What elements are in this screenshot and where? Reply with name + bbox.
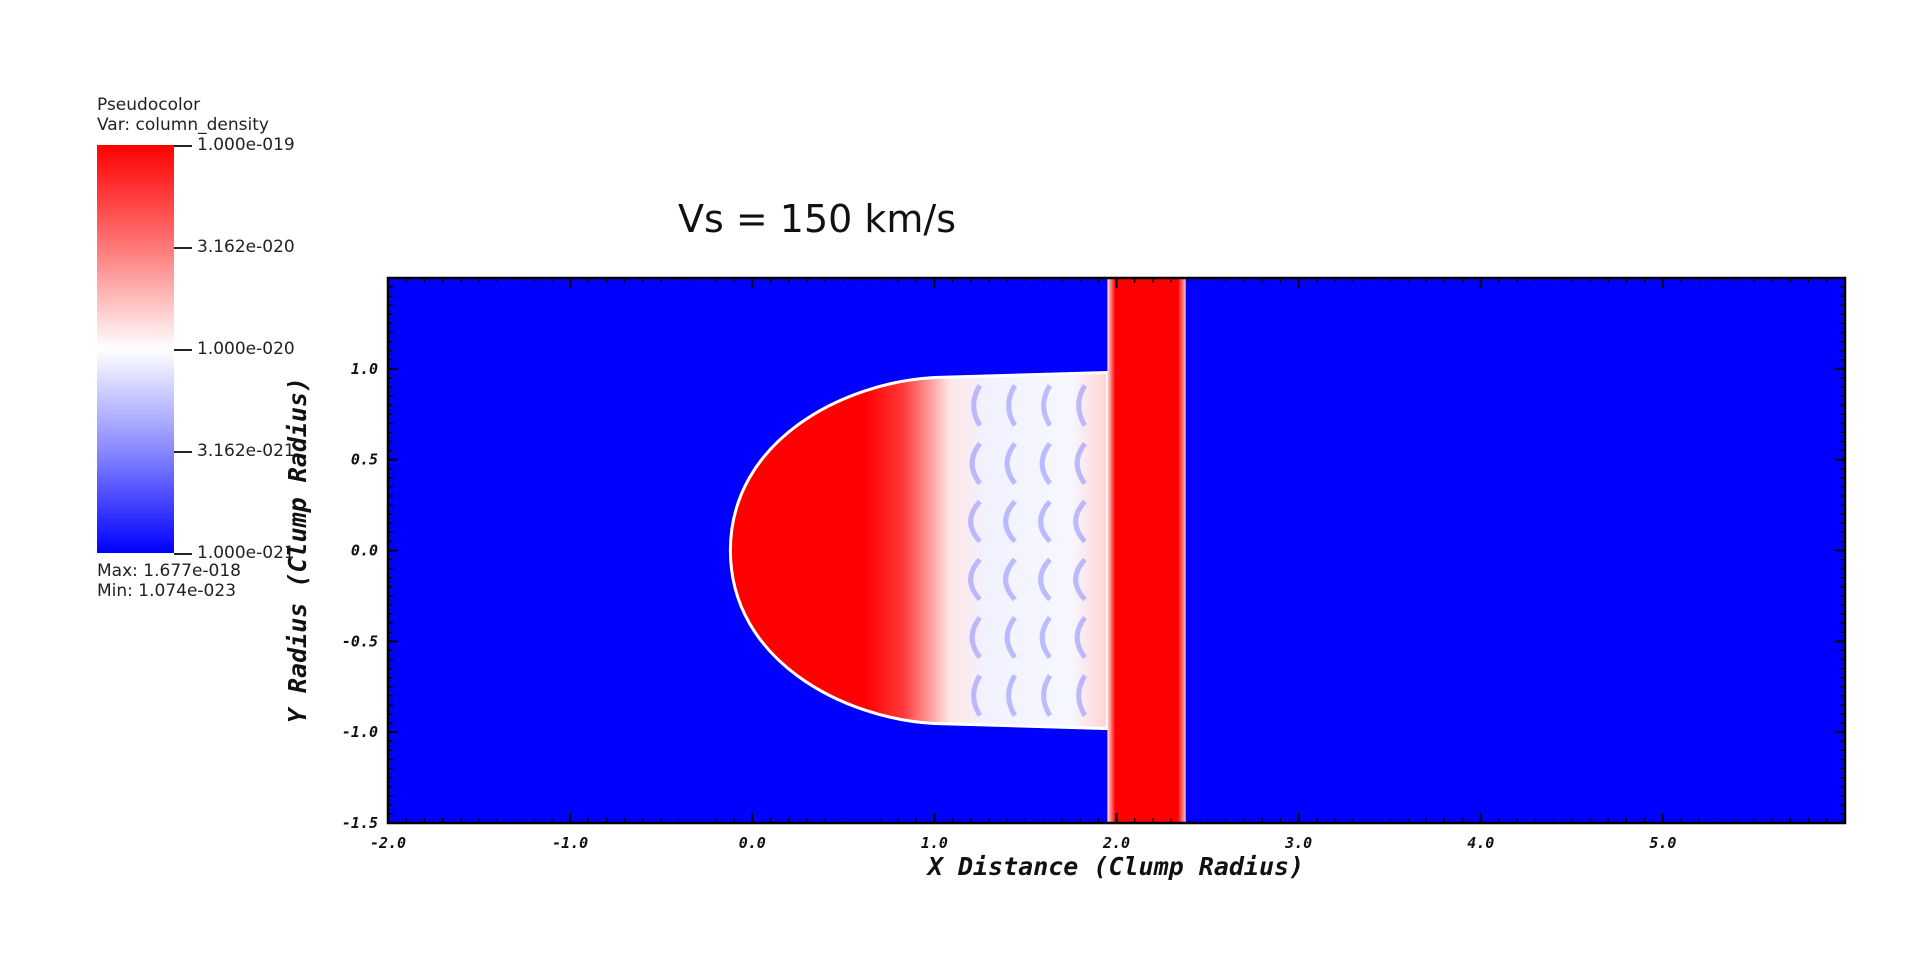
clump-wave [1039, 441, 1052, 486]
colorbar-tick [174, 553, 192, 555]
clump-wave [1076, 384, 1088, 427]
clump-wave [1038, 557, 1052, 602]
y-tick-label: 0.0 [351, 542, 378, 560]
x-tick-label: 4.0 [1467, 834, 1494, 852]
colorbar [97, 145, 174, 553]
clump-wave [1003, 499, 1017, 544]
clump-wave [971, 674, 983, 717]
x-tick-label: 1.0 [921, 834, 948, 852]
clump-wave [1004, 441, 1017, 486]
legend-max: Max: 1.677e-018 [97, 561, 241, 581]
colorbar-label: 1.000e-020 [197, 339, 295, 359]
x-tick-label: 2.0 [1102, 834, 1130, 852]
colorbar-label: 1.000e-021 [197, 543, 295, 563]
clump-wave [1073, 499, 1087, 544]
colorbar-tick [174, 349, 192, 351]
x-tick-label: -2.0 [370, 834, 406, 852]
clump-wave [1004, 615, 1017, 660]
clump-wave [1038, 499, 1052, 544]
clump-wave [1073, 557, 1087, 602]
x-axis-title: X Distance (Clump Radius) [926, 852, 1304, 881]
clump-wave [1041, 674, 1053, 717]
colorbar-label: 1.000e-019 [197, 135, 295, 155]
clump-wave [1006, 674, 1018, 717]
clump-wave [1041, 384, 1053, 427]
y-tick-label: -0.5 [342, 632, 378, 650]
clump-region [728, 370, 1109, 731]
colorbar-label: 3.162e-020 [197, 237, 295, 257]
x-tick-label: 3.0 [1284, 834, 1312, 852]
colorbar-tick [174, 247, 192, 249]
x-tick-label: 5.0 [1649, 834, 1676, 852]
y-tick-label: 0.5 [351, 451, 378, 469]
clump-wave [969, 441, 982, 486]
clump-wave [968, 557, 982, 602]
colorbar-label: 3.162e-021 [197, 441, 295, 461]
clump-wave [1076, 674, 1088, 717]
chart-title: Vs = 150 km/s [678, 197, 957, 241]
y-tick-label: 1.0 [351, 360, 378, 378]
clump-wave [969, 615, 982, 660]
legend-variable: Var: column_density [97, 115, 269, 135]
colorbar-tick [174, 145, 192, 147]
x-tick-label: 0.0 [739, 834, 766, 852]
clump-wave [1039, 615, 1052, 660]
clump-wave [1006, 384, 1018, 427]
clump-wave [1003, 557, 1017, 602]
y-tick-label: -1.5 [342, 814, 378, 832]
clump-wave [971, 384, 983, 427]
legend-title: Pseudocolor [97, 95, 201, 115]
clump-wave [1074, 441, 1087, 486]
y-axis-title: Y Radius (Clump Radius) [283, 377, 312, 723]
x-tick-label: -1.0 [552, 834, 588, 852]
shock-slab [1107, 278, 1186, 823]
legend-min: Min: 1.074e-023 [97, 581, 237, 601]
colorbar-tick [174, 451, 192, 453]
clump-wave [1074, 615, 1087, 660]
y-tick-label: -1.0 [342, 723, 378, 741]
clump-wave [968, 499, 982, 544]
